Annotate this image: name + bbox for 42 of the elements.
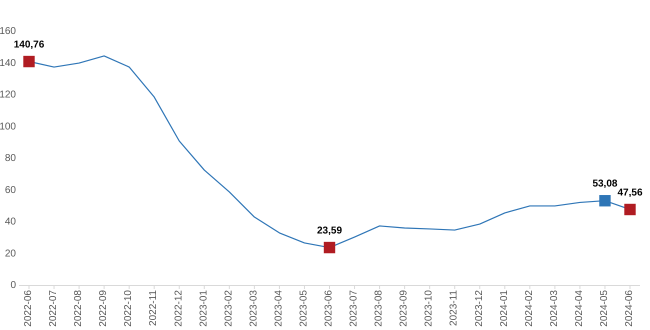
data-label: 47,56 — [617, 188, 643, 198]
x-tick-label: 2022-12 — [173, 290, 184, 327]
x-tick-label: 2022-09 — [98, 290, 110, 327]
x-tick-label: 2023-06 — [324, 290, 334, 327]
x-tick-label: 2023-11 — [448, 290, 460, 326]
data-label: 23,59 — [316, 226, 342, 237]
data-label: 53,08 — [592, 178, 618, 190]
x-tick-label: 2023-09 — [398, 290, 410, 327]
x-tick-label: 2023-10 — [424, 290, 435, 327]
x-tick-label: 2024-03 — [548, 290, 560, 327]
x-tick-label: 2022-10 — [123, 290, 134, 327]
x-tick-label: 2023-12 — [474, 290, 485, 327]
y-tick-label: 160 — [0, 26, 16, 38]
x-tick-label: 2024-02 — [524, 290, 535, 327]
x-tick-label: 2023-02 — [223, 290, 234, 327]
x-tick-label: 2024-06 — [624, 290, 635, 327]
x-tick-label: 2022-11 — [148, 290, 160, 326]
data-label: 140,76 — [14, 40, 45, 51]
point — [324, 242, 336, 254]
x-tick-label: 2024-04 — [574, 290, 585, 327]
x-tick-label: 2022-06 — [23, 290, 34, 327]
y-tick-label: 120 — [0, 90, 16, 101]
point — [624, 204, 636, 216]
x-tick-label: 2024-01 — [498, 290, 510, 327]
x-tick-label: 2022-08 — [73, 290, 84, 327]
x-tick-label: 2023-08 — [374, 290, 385, 327]
x-tick-label: 2023-04 — [273, 290, 284, 327]
y-tick-label: 0 — [10, 280, 16, 292]
x-tick-label: 2023-03 — [248, 290, 260, 327]
y-tick-label: 40 — [4, 216, 16, 228]
y-tick-label: 140 — [0, 58, 16, 69]
y-tick-label: 60 — [4, 184, 16, 196]
x-tick-label: 2022-07 — [48, 290, 60, 327]
x-tick-label: 2023-01 — [198, 290, 210, 327]
y-tick-label: 100 — [0, 121, 16, 132]
y-tick-label: 80 — [4, 153, 16, 164]
x-tick-label: 2023-07 — [348, 290, 360, 327]
point — [23, 56, 35, 68]
point — [599, 195, 611, 206]
y-tick-label: 20 — [4, 248, 16, 260]
x-tick-label: 2023-05 — [298, 290, 310, 327]
x-tick-label: 2024-05 — [598, 290, 610, 327]
